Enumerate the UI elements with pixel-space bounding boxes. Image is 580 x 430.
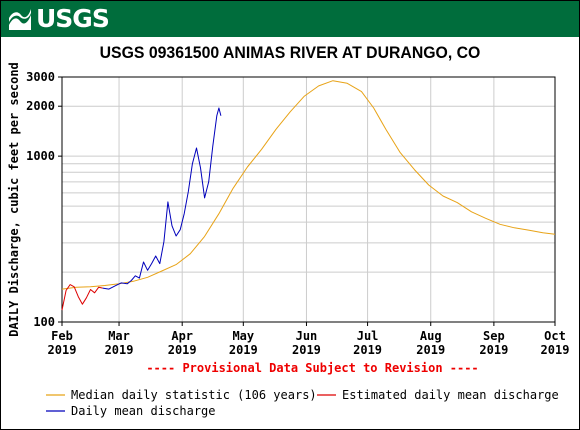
y-axis-ticks: 100 1000 2000 3000	[26, 70, 62, 329]
x-tick-month: May	[232, 329, 254, 343]
series-line-median	[61, 80, 556, 290]
y-tick-label: 3000	[26, 70, 55, 84]
x-tick-year: 2019	[353, 343, 382, 357]
usgs-logo-text: USGS	[36, 4, 110, 33]
legend-label-estimated: Estimated daily mean discharge	[342, 388, 559, 402]
legend-label-daily: Daily mean discharge	[71, 404, 216, 418]
usgs-wave-icon	[7, 6, 33, 32]
x-axis-ticks: Feb2019Mar2019Apr2019May2019Jun2019Jul20…	[48, 322, 570, 357]
x-tick-year: 2019	[479, 343, 508, 357]
series-line-estimated	[61, 284, 103, 311]
x-tick-year: 2019	[541, 343, 570, 357]
x-tick-year: 2019	[416, 343, 445, 357]
x-tick-year: 2019	[48, 343, 77, 357]
y-tick-label: 100	[33, 315, 55, 329]
legend: Median daily statistic (106 years) Estima…	[46, 388, 559, 418]
usgs-logo: USGS	[7, 4, 110, 33]
usgs-banner: USGS	[1, 1, 579, 37]
legend-label-median: Median daily statistic (106 years)	[71, 388, 317, 402]
series-line-daily	[102, 107, 222, 290]
y-tick-label: 2000	[26, 99, 55, 113]
x-tick-month: Apr	[171, 329, 193, 343]
x-tick-month: Jul	[357, 329, 379, 343]
x-tick-month: Feb	[51, 329, 73, 343]
x-tick-month: Oct	[544, 329, 566, 343]
series-lines	[61, 80, 556, 311]
x-tick-month: Sep	[483, 329, 505, 343]
x-tick-month: Jun	[296, 329, 318, 343]
provisional-annotation: ---- Provisional Data Subject to Revisio…	[146, 361, 478, 375]
plot-area-border	[61, 76, 556, 323]
chart-title: USGS 09361500 ANIMAS RIVER AT DURANGO, C…	[99, 43, 481, 62]
y-axis-label: DAILY Discharge, cubic feet per second	[7, 62, 21, 337]
x-tick-year: 2019	[229, 343, 258, 357]
x-tick-month: Mar	[108, 329, 130, 343]
y-tick-label: 1000	[26, 149, 55, 163]
x-tick-year: 2019	[105, 343, 134, 357]
grid-lines	[62, 76, 555, 322]
x-tick-year: 2019	[168, 343, 197, 357]
x-tick-year: 2019	[292, 343, 321, 357]
x-tick-month: Aug	[420, 329, 442, 343]
